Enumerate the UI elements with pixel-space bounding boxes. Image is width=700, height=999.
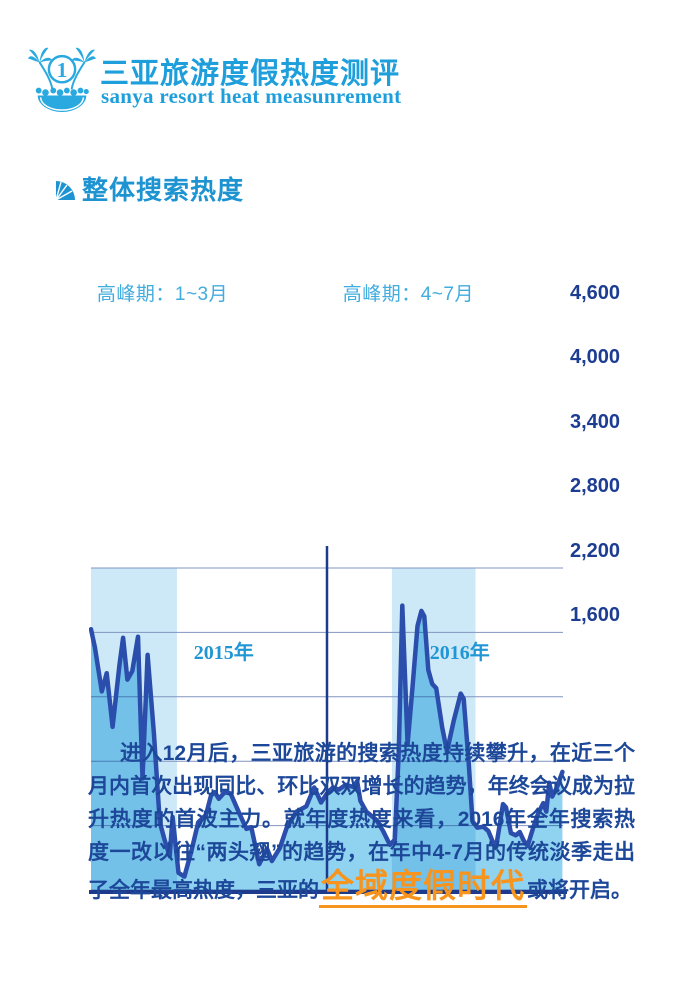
badge-circle	[47, 54, 77, 84]
paragraph-text: 进入12月后，三亚旅游的搜索热度持续攀升，在近三个月内首次出现同比、环比双双增长…	[88, 742, 635, 902]
flower-row-icon	[35, 87, 89, 96]
area-fill	[91, 605, 563, 890]
y-tick-label: 2,200	[570, 539, 621, 562]
y-tick-label: 2,800	[570, 475, 621, 498]
chart-canvas	[89, 546, 567, 894]
peak-band-label: 高峰期：4~7月	[342, 284, 474, 305]
peak-band-label: 高峰期：1~3月	[96, 284, 229, 305]
highlight-phrase: 全域度假时代	[319, 867, 527, 908]
y-tick-label: 4,600	[570, 282, 621, 304]
palm-fronds-icon	[28, 47, 96, 63]
section-title: 整体搜索热度	[82, 175, 245, 205]
page-title: 三亚旅游度假热度测评	[100, 58, 401, 90]
palm-tree-icon	[70, 61, 86, 90]
paragraph-text: 或将开启。	[527, 879, 632, 902]
y-tick-label: 3,400	[570, 410, 621, 433]
shell-icon	[55, 180, 75, 201]
section-header: 整体搜索热度	[53, 170, 244, 207]
year-label: 2016年	[429, 642, 490, 664]
search-heat-chart	[0, 260, 700, 894]
y-tick-label: 1,600	[570, 604, 621, 626]
heat-line	[89, 603, 565, 879]
page-subtitle: sanya resort heat measunrement	[101, 84, 402, 108]
year-label: 2015年	[193, 642, 254, 664]
palm-tree-icon	[38, 61, 54, 90]
sanya-logo: 1	[28, 47, 96, 112]
badge-number: 1	[57, 58, 68, 82]
water-wave-icon	[39, 97, 85, 111]
y-tick-label: 4,000	[570, 346, 621, 369]
analysis-paragraph: 进入12月后，三亚旅游的搜索热度持续攀升，在近三个月内首次出现同比、环比双双增长…	[88, 737, 635, 908]
